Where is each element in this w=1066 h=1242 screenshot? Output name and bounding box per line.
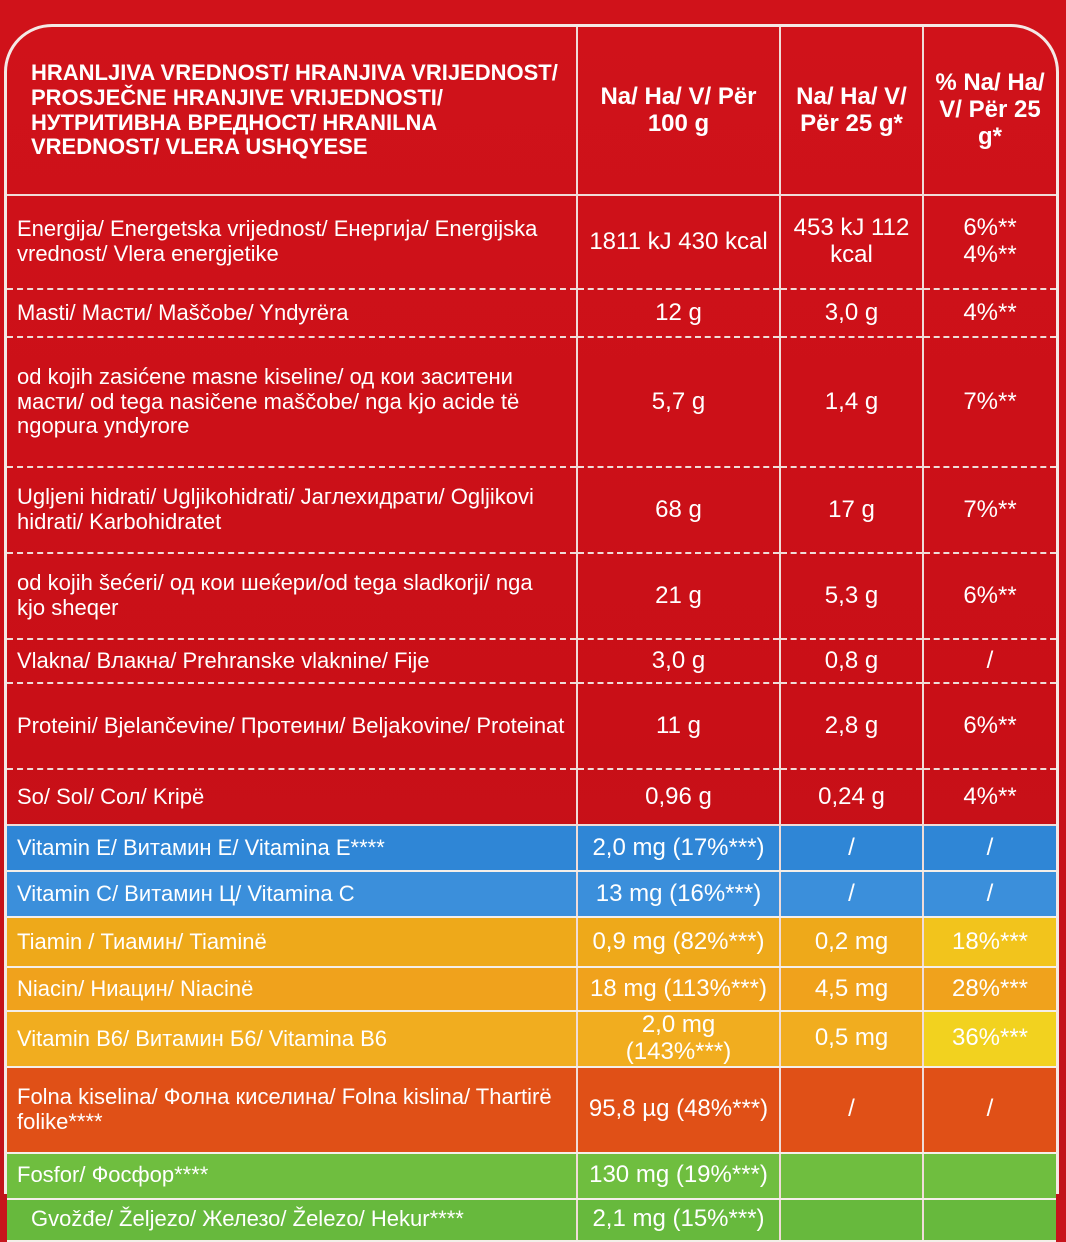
vitamin-percent: [923, 1152, 1056, 1200]
table-row: So/ Sol/ Сол/ Kripë 0,96 g 0,24 g 4%**: [7, 769, 1056, 826]
vitamin-percent: /: [923, 871, 1056, 918]
vitamin-row: Vitamin E/ Витамин Е/ Vitamina E**** 2,0…: [7, 825, 1056, 872]
row-percent: 6%**: [923, 553, 1056, 640]
vitamin-per-100g: 0,9 mg (82%***): [577, 917, 781, 968]
row-name: Masti/ Масти/ Maščobe/ Yndyrëra: [7, 289, 578, 338]
table-row: Energija/ Energetska vrijednost/ Енергиј…: [7, 195, 1056, 290]
vitamin-per-25g: [780, 1198, 924, 1242]
vitamin-name: Vitamin E/ Витамин Е/ Vitamina E****: [7, 825, 578, 872]
vitamin-per-100g: 2,1 mg (15%***): [577, 1198, 781, 1242]
vitamin-row: Vitamin B6/ Витамин Б6/ Vitamina B6 2,0 …: [7, 1011, 1056, 1068]
vitamin-percent: /: [923, 825, 1056, 872]
vitamin-per-100g: 2,0 mg (143%***): [577, 1011, 781, 1068]
row-per-25g: 1,4 g: [780, 337, 924, 468]
row-name: od kojih šećeri/ од кои шеќери/od tega s…: [7, 553, 578, 640]
row-name: Ugljeni hidrati/ Ugljikohidrati/ Јаглехи…: [7, 467, 578, 554]
vitamin-percent: /: [923, 1066, 1056, 1154]
vitamin-percent: 28%***: [923, 967, 1056, 1012]
row-percent: 7%**: [923, 467, 1056, 554]
vitamin-row: Niacin/ Ниацин/ Niacinë 18 mg (113%***) …: [7, 967, 1056, 1012]
row-per-100g: 3,0 g: [577, 639, 781, 684]
header-label: HRANLJIVA VREDNOST/ HRANJIVA VRIJEDNOST/…: [7, 27, 578, 196]
row-percent: 7%**: [923, 337, 1056, 468]
vitamin-per-100g: 2,0 mg (17%***): [577, 825, 781, 872]
vitamin-name: Folna kiselina/ Фолна киселина/ Folna ki…: [7, 1066, 578, 1154]
vitamin-name: Fosfor/ Фосфор****: [7, 1152, 578, 1200]
table-row: od kojih zasićene masne kiseline/ од кои…: [7, 337, 1056, 468]
vitamin-per-25g: /: [780, 1066, 924, 1154]
header-per-100g: Na/ Ha/ V/ Për 100 g: [577, 27, 781, 196]
vitamin-name: Niacin/ Ниацин/ Niacinë: [7, 967, 578, 1012]
row-per-100g: 21 g: [577, 553, 781, 640]
row-name: Proteini/ Bjelančevine/ Протеини/ Beljak…: [7, 683, 578, 770]
row-per-25g: 17 g: [780, 467, 924, 554]
vitamin-per-25g: 0,2 mg: [780, 917, 924, 968]
row-per-25g: 2,8 g: [780, 683, 924, 770]
vitamin-row: Vitamin C/ Витамин Ц/ Vitamina C 13 mg (…: [7, 871, 1056, 918]
vitamin-percent: 36%***: [923, 1011, 1056, 1068]
table-row: Ugljeni hidrati/ Ugljikohidrati/ Јаглехи…: [7, 467, 1056, 554]
vitamin-name: Gvožđe/ Željezo/ Железо/ Železo/ Hekur**…: [7, 1198, 578, 1242]
vitamin-row: Gvožđe/ Željezo/ Железо/ Železo/ Hekur**…: [7, 1198, 1056, 1242]
row-per-25g: 3,0 g: [780, 289, 924, 338]
row-percent: 6%**: [923, 683, 1056, 770]
row-name: od kojih zasićene masne kiseline/ од кои…: [7, 337, 578, 468]
row-per-25g: 5,3 g: [780, 553, 924, 640]
row-per-100g: 11 g: [577, 683, 781, 770]
vitamin-name: Tiamin / Тиамин/ Tiaminë: [7, 917, 578, 968]
row-per-25g: 453 kJ 112 kcal: [780, 195, 924, 290]
vitamin-per-100g: 13 mg (16%***): [577, 871, 781, 918]
row-name: Energija/ Energetska vrijednost/ Енергиј…: [7, 195, 578, 290]
row-per-25g: 0,8 g: [780, 639, 924, 684]
header-row: HRANLJIVA VREDNOST/ HRANJIVA VRIJEDNOST/…: [7, 27, 1056, 196]
row-name: Vlakna/ Влакна/ Prehranske vlaknine/ Fij…: [7, 639, 578, 684]
row-per-100g: 0,96 g: [577, 769, 781, 826]
vitamin-per-100g: 130 mg (19%***): [577, 1152, 781, 1200]
vitamin-per-25g: 4,5 mg: [780, 967, 924, 1012]
vitamin-per-25g: [780, 1152, 924, 1200]
row-percent: 4%**: [923, 769, 1056, 826]
row-per-100g: 5,7 g: [577, 337, 781, 468]
vitamin-per-25g: /: [780, 825, 924, 872]
header-percent: % Na/ Ha/ V/ Për 25 g*: [923, 27, 1056, 196]
table-row: Masti/ Масти/ Maščobe/ Yndyrëra 12 g 3,0…: [7, 289, 1056, 338]
row-percent: 6%** 4%**: [923, 195, 1056, 290]
header-per-25g: Na/ Ha/ V/ Për 25 g*: [780, 27, 924, 196]
vitamin-percent: [923, 1198, 1056, 1242]
row-per-100g: 1811 kJ 430 kcal: [577, 195, 781, 290]
row-percent: /: [923, 639, 1056, 684]
table-row: od kojih šećeri/ од кои шеќери/od tega s…: [7, 553, 1056, 640]
row-name: So/ Sol/ Сол/ Kripë: [7, 769, 578, 826]
row-per-25g: 0,24 g: [780, 769, 924, 826]
vitamin-row: Folna kiselina/ Фолна киселина/ Folna ki…: [7, 1066, 1056, 1154]
vitamin-per-100g: 18 mg (113%***): [577, 967, 781, 1012]
vitamin-per-100g: 95,8 µg (48%***): [577, 1066, 781, 1154]
table-row: Vlakna/ Влакна/ Prehranske vlaknine/ Fij…: [7, 639, 1056, 684]
nutrition-table: HRANLJIVA VREDNOST/ HRANJIVA VRIJEDNOST/…: [7, 27, 1056, 1242]
row-per-100g: 12 g: [577, 289, 781, 338]
table-row: Proteini/ Bjelančevine/ Протеини/ Beljak…: [7, 683, 1056, 770]
vitamin-percent: 18%***: [923, 917, 1056, 968]
vitamin-per-25g: /: [780, 871, 924, 918]
row-per-100g: 68 g: [577, 467, 781, 554]
vitamin-per-25g: 0,5 mg: [780, 1011, 924, 1068]
vitamin-row: Fosfor/ Фосфор**** 130 mg (19%***): [7, 1152, 1056, 1200]
vitamin-name: Vitamin C/ Витамин Ц/ Vitamina C: [7, 871, 578, 918]
vitamin-name: Vitamin B6/ Витамин Б6/ Vitamina B6: [7, 1011, 578, 1068]
row-percent: 4%**: [923, 289, 1056, 338]
vitamin-row: Tiamin / Тиамин/ Tiaminë 0,9 mg (82%***)…: [7, 917, 1056, 968]
